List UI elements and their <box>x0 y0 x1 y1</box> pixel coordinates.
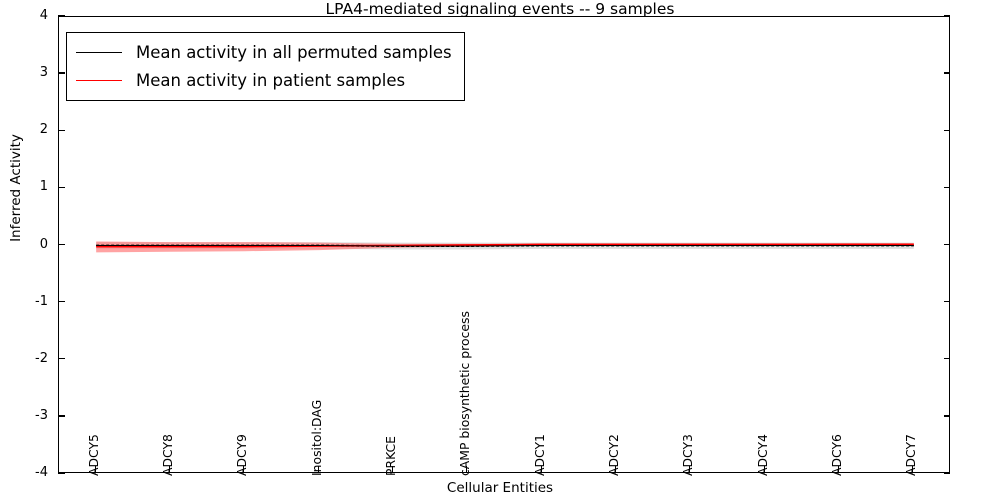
x-tick-label: ADCY7 <box>903 434 919 476</box>
y-tick-mark <box>58 243 65 246</box>
x-tick-label: ADCY8 <box>160 434 175 476</box>
y-tick-mark <box>58 186 65 189</box>
data-layer <box>96 241 914 253</box>
y-tick-mark-right <box>944 186 950 189</box>
x-tick-label: ADCY5 <box>85 434 101 476</box>
legend-item-patient: Mean activity in patient samples <box>76 66 452 94</box>
baseline-mean <box>96 245 914 247</box>
y-tick-label: 3 <box>39 65 48 81</box>
y-tick-mark <box>58 358 65 360</box>
legend-swatch-black <box>76 51 122 53</box>
series-line <box>96 243 914 248</box>
y-tick-mark-right <box>944 15 950 17</box>
x-tick-mark <box>466 466 468 473</box>
x-tick-mark <box>94 466 96 473</box>
x-axis-label: Cellular Entities <box>446 480 554 496</box>
y-tick-mark <box>58 300 65 303</box>
x-tick-mark <box>837 466 840 473</box>
x-tick-mark <box>243 466 245 473</box>
y-tick-mark-right <box>944 415 950 417</box>
y-tick-label: -1 <box>35 293 48 309</box>
legend-item-permuted: Mean activity in all permuted samples <box>76 38 452 66</box>
x-tick-label: cAMP biosynthetic process <box>457 311 473 476</box>
x-tick-mark <box>763 466 765 473</box>
y-tick-mark-right <box>944 300 950 303</box>
chart-legend: Mean activity in all permuted samples Me… <box>66 32 465 101</box>
x-tick-label: Inositol:DAG <box>308 399 324 476</box>
x-tick-mark <box>912 466 914 473</box>
x-tick-mark <box>540 466 542 473</box>
y-tick-mark-right <box>944 72 950 74</box>
y-tick-mark <box>58 72 65 74</box>
x-tick-mark <box>689 466 691 473</box>
x-tick-mark <box>317 466 319 473</box>
x-tick-mark <box>614 466 617 473</box>
plot-inner <box>59 17 949 472</box>
y-tick-mark <box>58 15 65 17</box>
y-tick-mark-right <box>944 129 950 131</box>
legend-label-permuted: Mean activity in all permuted samples <box>136 42 452 62</box>
legend-swatch-red <box>76 79 122 81</box>
y-tick-label: 4 <box>39 8 48 23</box>
y-tick-label: 0 <box>39 236 48 252</box>
x-tick-label: ADCY6 <box>829 434 844 476</box>
y-tick-mark-right <box>944 243 950 246</box>
chart-title: LPA4-mediated signaling events -- 9 samp… <box>325 0 675 18</box>
y-tick-mark <box>58 129 65 131</box>
y-tick-label: 2 <box>39 122 48 138</box>
y-tick-mark <box>58 415 65 417</box>
x-tick-mark <box>168 466 171 473</box>
legend-label-patient: Mean activity in patient samples <box>136 70 406 90</box>
x-tick-label: ADCY2 <box>606 434 621 476</box>
y-tick-mark-right <box>944 472 950 474</box>
x-tick-label: ADCY4 <box>754 434 770 476</box>
y-tick-label: 1 <box>39 179 48 195</box>
x-tick-label: PRKCE <box>383 435 398 476</box>
y-tick-label: -2 <box>35 350 48 366</box>
y-tick-mark <box>58 472 65 474</box>
x-tick-label: ADCY1 <box>531 434 547 476</box>
y-tick-label: -4 <box>35 465 48 480</box>
x-tick-label: ADCY9 <box>234 434 250 476</box>
x-tick-label: ADCY3 <box>680 434 696 476</box>
x-tick-mark <box>391 466 394 473</box>
y-tick-label: -3 <box>35 407 48 423</box>
y-tick-mark-right <box>944 358 950 360</box>
